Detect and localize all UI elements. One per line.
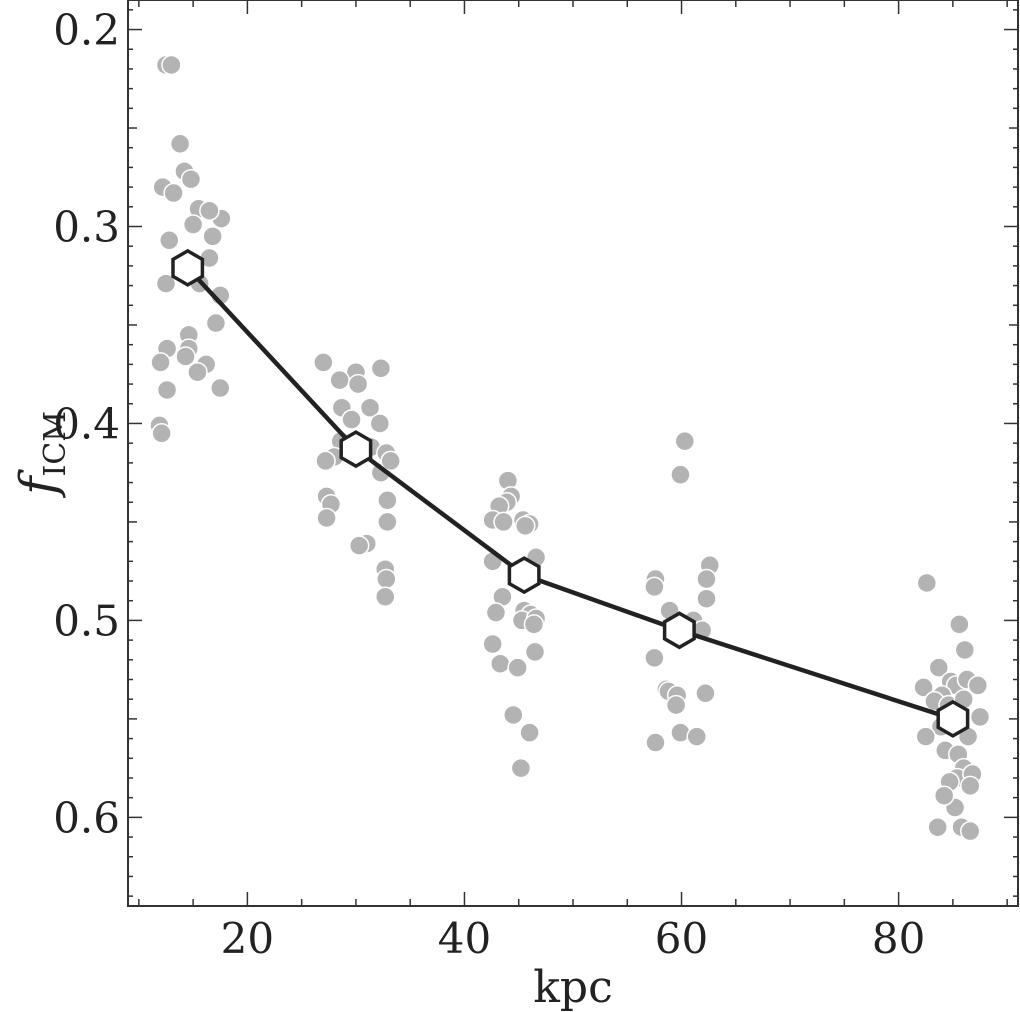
scatter-point: [199, 200, 220, 221]
scatter-point: [313, 352, 334, 373]
scatter-point: [369, 413, 391, 434]
scatter-point: [913, 677, 934, 698]
scatter-point: [158, 230, 180, 251]
scatter-point: [348, 535, 370, 556]
scatter-point: [156, 379, 178, 401]
scatter-point: [377, 490, 398, 511]
scatter-point: [150, 352, 171, 373]
scatter-point: [503, 704, 524, 726]
scatter-point: [316, 507, 337, 529]
y-tick-labels: 0.2 0.3 0.4 0.5 0.6: [53, 6, 120, 843]
scatter-point: [696, 568, 717, 590]
scatter-point: [210, 377, 231, 399]
scatter-point: [933, 785, 955, 806]
x-axis-label: kpc: [533, 962, 612, 1012]
scatter-point: [645, 732, 666, 753]
trend-marker: [662, 611, 696, 650]
x-tick-label: 80: [872, 914, 925, 963]
scatter-point: [180, 168, 202, 190]
scatter-point: [523, 614, 545, 635]
svg-text:fICM: fICM: [9, 411, 73, 499]
scatter-point: [954, 639, 976, 661]
scatter-point: [949, 614, 970, 635]
scatter-point: [182, 214, 204, 235]
scatter-point: [347, 373, 369, 395]
scatter-point: [959, 820, 981, 842]
scatter-point: [151, 423, 172, 444]
scatter-point: [376, 568, 397, 590]
scatter-point: [510, 757, 532, 779]
scatter-point: [915, 726, 936, 747]
y-axis-label: fICM: [9, 411, 73, 499]
trend-marker: [936, 699, 970, 738]
scatter-point: [155, 273, 177, 294]
y-tick-label: 0.3: [53, 203, 120, 252]
scatter-point: [674, 430, 696, 452]
scatter-point: [485, 602, 507, 623]
scatter-point: [493, 511, 514, 533]
scatter-point: [927, 816, 948, 838]
scatter-point: [374, 586, 396, 608]
axis-ticks: [128, 0, 1018, 906]
y-tick-label: 0.2: [53, 6, 120, 55]
scatter-point: [490, 653, 511, 674]
scatter-point: [928, 657, 950, 678]
scatter-point: [665, 694, 687, 716]
y-tick-label: 0.5: [53, 596, 120, 645]
scatter-point: [959, 775, 981, 797]
scatter-point: [644, 647, 665, 669]
scatter-point: [507, 657, 528, 678]
scatter-point: [202, 226, 223, 247]
scatter-point: [205, 312, 227, 334]
scatter-point: [341, 409, 362, 430]
scatter-point: [315, 450, 336, 472]
scatter-point: [524, 641, 546, 663]
scatter-point: [482, 633, 503, 655]
scatter-point: [187, 361, 208, 383]
scatter-point: [686, 726, 707, 747]
scatter-point: [514, 515, 536, 537]
x-tick-label: 20: [221, 914, 274, 963]
y-tick-label: 0.4: [53, 399, 120, 448]
scatter-point: [670, 464, 691, 485]
y-axis-label-sub: ICM: [38, 411, 73, 477]
trend-marker: [507, 556, 541, 595]
scatter-point: [161, 54, 182, 76]
scatter-point: [696, 588, 717, 609]
trend-marker: [339, 430, 373, 469]
scatter-point: [519, 722, 540, 743]
scatter-point: [380, 450, 401, 472]
x-tick-label: 40: [438, 914, 491, 963]
scatter-point: [370, 358, 392, 379]
scatter-point: [967, 675, 989, 696]
scatter-point: [359, 397, 381, 418]
x-tick-labels: 20 40 60 80: [221, 914, 926, 963]
scatter-point: [969, 706, 991, 728]
scatter-point: [163, 182, 184, 204]
plot-frame: [127, 0, 1019, 907]
y-tick-label: 0.6: [53, 793, 120, 842]
scatter-point: [377, 511, 398, 533]
scatter-point: [329, 369, 350, 391]
scatter-point: [169, 133, 191, 155]
scatter-series: [149, 54, 991, 842]
scatter-point: [695, 683, 716, 704]
scatter-point: [175, 346, 196, 367]
scatter-point: [644, 576, 665, 598]
scatter-point: [916, 572, 938, 594]
trend-marker: [171, 248, 205, 287]
trend-line: [186, 266, 954, 722]
trend-markers: [171, 248, 970, 738]
x-tick-label: 60: [655, 914, 708, 963]
